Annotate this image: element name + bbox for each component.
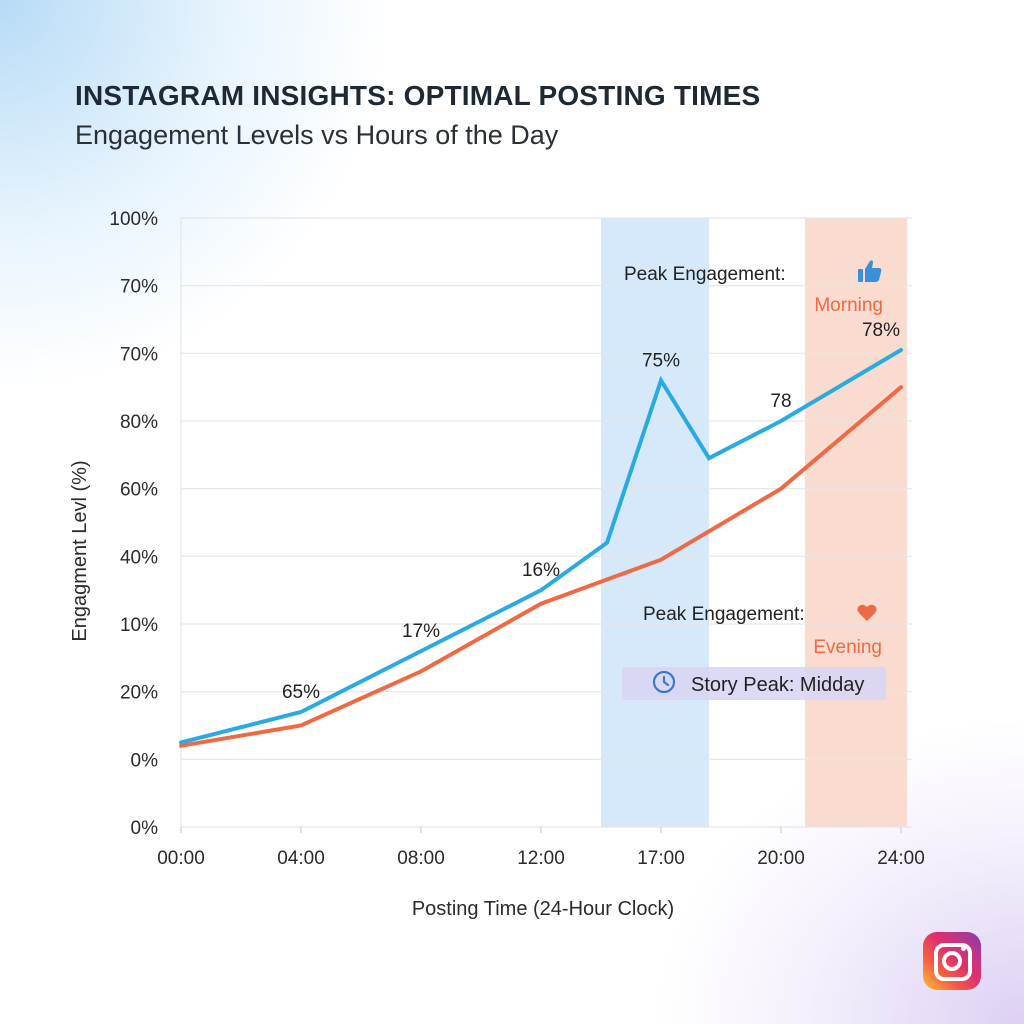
- peak-evening-value: Evening: [813, 637, 882, 658]
- y-tick-label: 40%: [120, 547, 158, 568]
- series-line-blue: [179, 348, 903, 745]
- logo-lens: [942, 951, 962, 971]
- series-line-orange: [179, 385, 903, 748]
- x-tick-label: 04:00: [277, 848, 325, 869]
- y-axis-label: Engagment Levl (%): [69, 460, 91, 641]
- data-label: 78%: [862, 320, 900, 341]
- y-tick-label: 0%: [131, 818, 159, 839]
- logo-ring: [934, 943, 972, 981]
- thumbs-up-icon: [858, 260, 882, 282]
- y-tick-label: 20%: [120, 683, 158, 704]
- data-label: 17%: [402, 621, 440, 642]
- thumb-cuff: [858, 269, 863, 282]
- instagram-logo-icon: [923, 932, 981, 990]
- peak-evening-label: Peak Engagement:: [643, 604, 805, 625]
- data-label: 16%: [522, 560, 560, 581]
- series-lines: [179, 348, 903, 748]
- thumb-hand: [865, 260, 882, 282]
- story-peak-label: Story Peak: Midday: [691, 674, 864, 696]
- heart-icon: [857, 604, 877, 621]
- x-axis-label: Posting Time (24-Hour Clock): [412, 898, 674, 920]
- y-tick-labels: 100% 70% 70% 80% 60% 40% 10% 20% 0% 0%: [109, 209, 158, 839]
- clock-face: [652, 670, 676, 694]
- y-tick-label: 60%: [120, 480, 158, 501]
- chart-subtitle: Engagement Levels vs Hours of the Day: [75, 120, 559, 150]
- x-tick-label: 08:00: [397, 848, 445, 869]
- data-label: 75%: [642, 350, 680, 371]
- highlight-bands: [601, 218, 907, 827]
- gridlines: [180, 217, 912, 828]
- data-label: 65%: [282, 682, 320, 703]
- x-tick-labels: 00:00 04:00 08:00 12:00 17:00 20:00 24:00: [157, 827, 925, 869]
- clock-icon: [652, 670, 676, 694]
- story-peak-badge: [622, 667, 886, 700]
- annotations: Peak Engagement: Morning Peak Engagement: E…: [622, 260, 886, 700]
- peak-morning-label: Peak Engagement:: [624, 264, 786, 285]
- logo-dot: [961, 946, 966, 951]
- x-tick-label: 00:00: [157, 848, 205, 869]
- y-tick-label: 70%: [120, 277, 158, 298]
- band-orange: [805, 218, 907, 827]
- x-tick-label: 12:00: [517, 848, 565, 869]
- y-tick-label: 100%: [109, 209, 158, 230]
- y-tick-label: 0%: [131, 750, 159, 771]
- heart-shape: [857, 604, 877, 621]
- data-labels: 65% 17% 16% 75% 78 78%: [282, 320, 900, 703]
- x-tick-label: 17:00: [637, 848, 685, 869]
- clock-hands: [662, 675, 670, 687]
- y-tick-label: 70%: [120, 344, 158, 365]
- x-tick-label: 20:00: [757, 848, 805, 869]
- y-tick-label: 80%: [120, 412, 158, 433]
- y-tick-label: 10%: [120, 615, 158, 636]
- band-blue: [601, 218, 709, 827]
- data-label: 78: [770, 391, 791, 412]
- x-tick-label: 24:00: [877, 848, 925, 869]
- chart-title: INSTAGRAM INSIGHTS: OPTIMAL POSTING TIME…: [75, 80, 761, 111]
- peak-morning-value: Morning: [814, 295, 883, 316]
